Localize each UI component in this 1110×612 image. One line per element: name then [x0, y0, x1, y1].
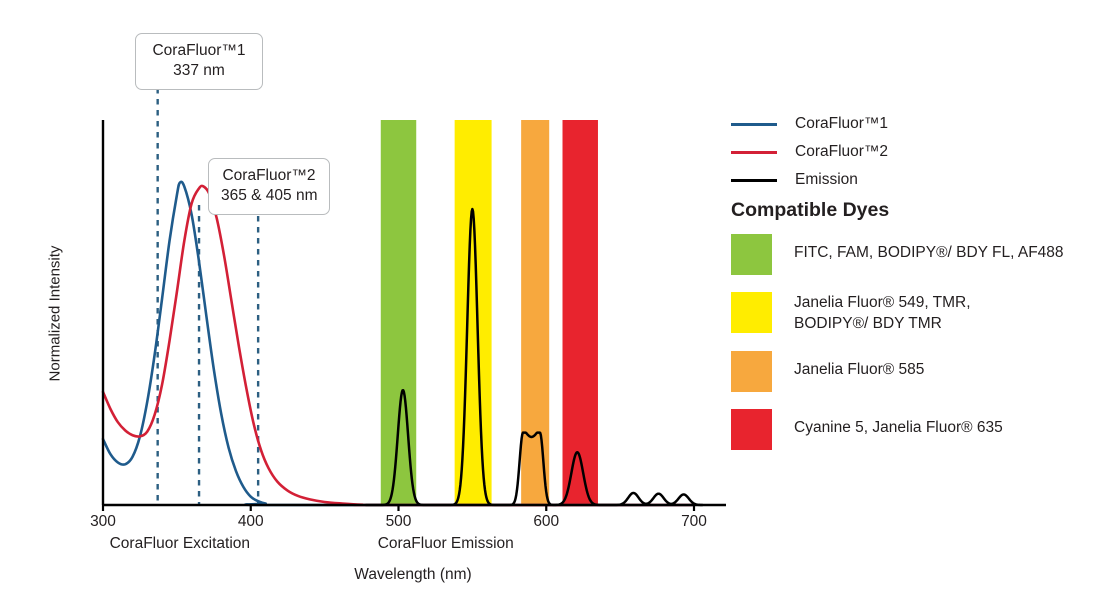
y-axis-title: Normalized Intensity	[46, 245, 64, 382]
callout-corafluor1: CoraFluor™1 337 nm	[135, 33, 263, 90]
legend-item-1: CoraFluor™2	[731, 138, 1101, 166]
yellow-band	[454, 120, 492, 505]
legend-item-label: CoraFluor™2	[795, 143, 889, 160]
orange-band	[521, 120, 550, 505]
x-tick-label-300: 300	[90, 513, 116, 530]
dye-color-swatch	[731, 234, 772, 275]
curve-corafluor1	[101, 180, 696, 507]
dye-item-label: Janelia Fluor® 585	[794, 351, 924, 381]
axis-sublabel-excitation: CoraFluor Excitation	[109, 535, 251, 552]
legend-item-label: Emission	[795, 171, 858, 188]
x-tick-label-600: 600	[533, 513, 560, 530]
dye-item-2: Janelia Fluor® 585	[731, 351, 1106, 393]
dye-label-line1: FITC, FAM, BODIPY®/ BDY FL, AF488	[794, 244, 1064, 261]
dye-color-swatch	[731, 292, 772, 333]
dye-label-line2: BODIPY®/ BDY TMR	[794, 314, 942, 332]
dye-color-swatch	[731, 409, 772, 451]
dye-color-swatch	[731, 351, 772, 393]
red-band	[562, 120, 598, 505]
x-tick-label-400: 400	[237, 513, 264, 530]
legend-item-0: CoraFluor™1	[731, 110, 1101, 138]
callout-1-line1: CoraFluor™1	[152, 42, 246, 59]
dye-label-line1: Cyanine 5, Janelia Fluor® 635	[794, 419, 1003, 437]
dye-item-label: Janelia Fluor® 549, TMR, BODIPY®/ BDY TMR	[794, 292, 971, 334]
legend-item-label: CoraFluor™1	[795, 115, 889, 132]
dye-item-label: FITC, FAM, BODIPY®/ BDY FL, AF488	[794, 234, 1064, 264]
dye-item-0: FITC, FAM, BODIPY®/ BDY FL, AF488	[731, 234, 1106, 275]
green-band	[380, 120, 417, 505]
legend-line-swatch	[731, 150, 777, 154]
legend-line-swatch	[731, 122, 777, 126]
dye-item-label: Cyanine 5, Janelia Fluor® 635	[794, 409, 1003, 439]
legend-line-swatch	[731, 178, 777, 182]
axis-sublabel-emission: CoraFluor Emission	[377, 535, 514, 552]
dye-label-line1: Janelia Fluor® 585	[794, 361, 925, 379]
callout-1-line2: 337 nm	[173, 61, 225, 79]
x-tick-label-500: 500	[385, 513, 412, 530]
curve-corafluor2	[101, 184, 696, 507]
compatible-dyes-title: Compatible Dyes	[731, 199, 890, 221]
dye-item-3: Cyanine 5, Janelia Fluor® 635	[731, 409, 1106, 451]
legend-item-2: Emission	[731, 166, 1101, 194]
x-axis-title: Wavelength (nm)	[354, 566, 472, 583]
dye-label-line1: Janelia Fluor® 549, TMR,	[794, 294, 971, 311]
callout-corafluor2: CoraFluor™2 365 & 405 nm	[208, 158, 330, 215]
compatible-dyes-list: FITC, FAM, BODIPY®/ BDY FL, AF488 Janelia…	[731, 234, 1106, 467]
callout-2-line2: 365 & 405 nm	[221, 186, 318, 204]
callout-2-line1: CoraFluor™2	[222, 167, 316, 184]
series-legend: CoraFluor™1 CoraFluor™2 Emission	[731, 110, 1101, 194]
x-tick-label-700: 700	[681, 513, 707, 530]
dye-item-1: Janelia Fluor® 549, TMR, BODIPY®/ BDY TMR	[731, 292, 1106, 334]
